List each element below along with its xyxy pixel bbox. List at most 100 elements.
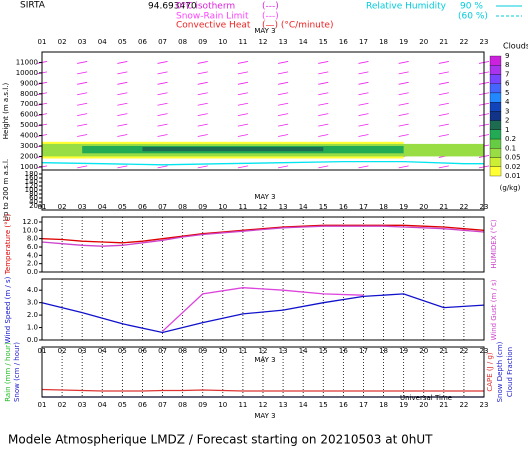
x-tick-label: 11 [238,203,247,211]
y-tick-label: 2.0 [27,260,38,268]
wind-arrow [157,61,168,64]
wind-arrow [237,113,248,117]
colorbar-swatch [489,138,502,149]
wind-arrow [278,81,289,85]
axis-label: Wind Speed (m / s) [4,276,12,343]
x-tick-label: 07 [158,401,167,409]
x-tick-label: 06 [138,203,147,211]
y-tick-label: 2.0 [27,311,38,319]
y-tick-label: 8000 [20,90,38,98]
x-tick-label: 01 [38,347,47,355]
colorbar-label: 1 [505,126,509,134]
y-tick-label: 0.0 [27,336,38,344]
x-tick-label: 16 [339,347,348,355]
x-tick-label: 07 [158,203,167,211]
y-tick-label: 4000 [20,132,38,140]
wind-arrow [398,165,409,169]
colorbar-swatch [489,120,502,130]
x-tick-label: 15 [319,203,328,211]
x-tick-label: 13 [279,347,288,355]
wind-arrow [157,165,168,169]
x-tick-label: 21 [439,347,448,355]
y-tick-label: 80 [29,190,38,198]
x-tick-label: 10 [218,38,227,46]
x-tick-label: 18 [379,401,388,409]
colorbar-label: 2 [505,117,509,125]
x-tick-label: 05 [118,401,127,409]
colorbar-label: 7 [505,70,509,78]
colorbar-label: 8 [505,61,509,69]
legend-snow-sym: (---) [262,12,279,22]
x-tick-label: 02 [58,38,67,46]
legend-conv-sym: (—) (°C/minute) [262,21,333,31]
x-tick-label: 20 [419,347,428,355]
series-line [41,160,484,166]
series-line [41,224,485,244]
footer: Modele Atmospherique LMDZ / Forecast sta… [8,433,433,447]
wind-arrow [398,81,409,85]
wind-arrow [237,134,248,137]
x-tick-label: 01 [38,38,47,46]
x-tick-label: 13 [279,401,288,409]
wind-arrow [278,113,289,117]
x-tick-label: 17 [359,38,368,46]
wind-arrow [117,81,128,85]
axis-label: Snow Depth (cm) [496,341,504,402]
x-tick-label: 11 [238,347,247,355]
x-tick-label: 14 [299,401,308,409]
x-tick-label: 14 [299,203,308,211]
x-tick-label: 10 [218,347,227,355]
series-line [41,225,485,247]
legend-snow: Snow-Rain Limit [176,12,249,22]
x-tick-label: 23 [480,347,489,355]
x-tick-label: 01 [38,203,47,211]
wind-arrow [318,123,329,127]
x-tick-label: 16 [339,203,348,211]
station: SIRTA [20,1,46,11]
y-tick-label: 3000 [20,142,38,150]
wind-arrow [237,71,248,75]
x-tick-label: 21 [439,401,448,409]
colorbar-swatch [489,65,502,75]
x-tick-label: 07 [158,347,167,355]
y-tick-label: 7000 [20,100,38,108]
x-tick-label: 08 [178,38,187,46]
x-tick-label: 03 [78,203,87,211]
colorbar-label: 0.1 [505,144,516,152]
wind-arrow [157,113,168,117]
x-tick-label: 02 [58,401,67,409]
y-tick-label: 6.0 [27,243,38,251]
wind-arrow [318,165,329,169]
wind-arrow [438,61,449,64]
legend-iso: 0°C isotherm [176,2,235,12]
wind-arrow [197,71,208,75]
x-tick-label: 11 [238,38,247,46]
x-tick-label: 04 [98,203,107,211]
colorbar-label: 0.2 [505,135,516,143]
x-tick-label: 08 [178,401,187,409]
axis-label: Height (m a.s.l.) [2,83,10,140]
wind-arrow [318,71,329,75]
x-tick-label: 18 [379,347,388,355]
wind-arrow [157,102,168,106]
x-tick-label: 22 [459,203,468,211]
wind-arrow [398,123,409,127]
cloud-layer [142,147,324,152]
date-label: MAY 3 [254,193,275,201]
x-tick-label: 04 [98,401,107,409]
axis-label: HUMIDEX (°C) [490,219,498,268]
y-tick-label: 6000 [20,111,38,119]
x-tick-label: 14 [299,38,308,46]
wind-arrow [358,92,369,96]
y-tick-label: 10000 [16,69,38,77]
x-tick-label: 09 [198,38,207,46]
wind-arrow [77,113,88,117]
x-tick-label: 01 [38,401,47,409]
wind-arrow [117,123,128,127]
x-tick-label: 08 [178,203,187,211]
colorbar-swatch [489,55,502,66]
y-tick-label: 10.0 [22,226,38,234]
x-tick-label: 10 [218,401,227,409]
y-tick-label: 12.0 [22,218,38,226]
frame [41,216,485,273]
